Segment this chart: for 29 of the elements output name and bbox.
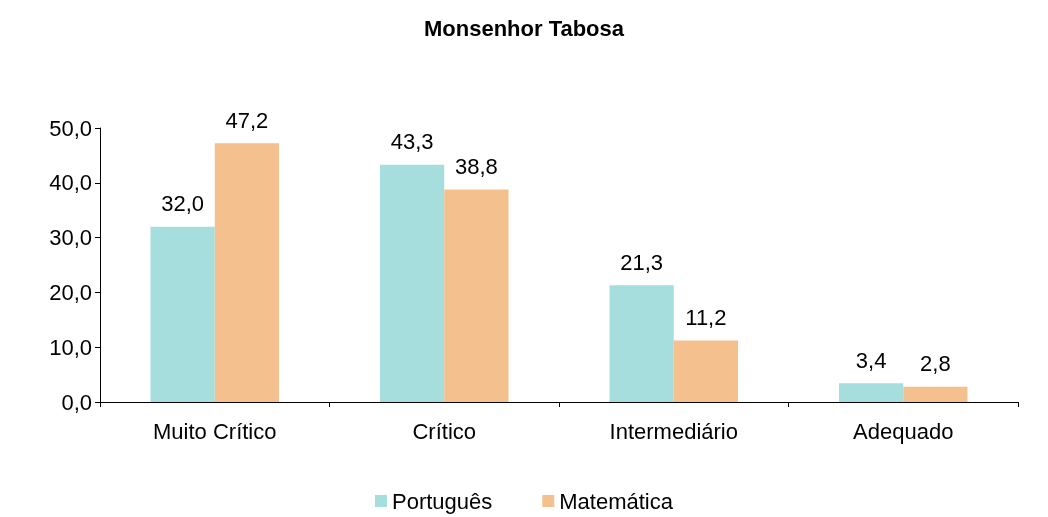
data-label: 3,4: [855, 347, 887, 373]
bar: [673, 340, 739, 402]
legend-label: Português: [392, 488, 493, 514]
data-label: 21,3: [620, 249, 664, 275]
y-tick-label: 30,0: [49, 225, 92, 251]
x-tick-label: Crítico: [412, 418, 477, 444]
y-tick-label: 50,0: [49, 115, 92, 141]
data-label: 2,8: [920, 351, 951, 377]
y-tick-label: 0,0: [61, 389, 92, 415]
x-tick-label: Intermediário: [609, 418, 738, 444]
y-tick-label: 10,0: [49, 334, 92, 360]
bar: [903, 386, 968, 402]
bar: [609, 285, 674, 402]
chart-title: Monsenhor Tabosa: [423, 15, 625, 41]
bar: [214, 143, 280, 402]
x-tick-label: Adequado: [853, 418, 954, 444]
data-label: 43,3: [390, 129, 434, 155]
legend-label: Matemática: [559, 488, 674, 514]
bar: [150, 226, 215, 402]
bar: [838, 383, 904, 402]
y-tick-label: 40,0: [49, 170, 92, 196]
data-label: 32,0: [161, 191, 205, 217]
y-tick-label: 20,0: [49, 279, 92, 305]
x-tick-label: Muito Crítico: [153, 418, 277, 444]
data-label: 11,2: [685, 305, 727, 331]
bar: [444, 189, 509, 402]
data-label: 38,8: [454, 153, 498, 179]
bar: [379, 164, 445, 402]
data-label: 47,2: [225, 107, 269, 133]
